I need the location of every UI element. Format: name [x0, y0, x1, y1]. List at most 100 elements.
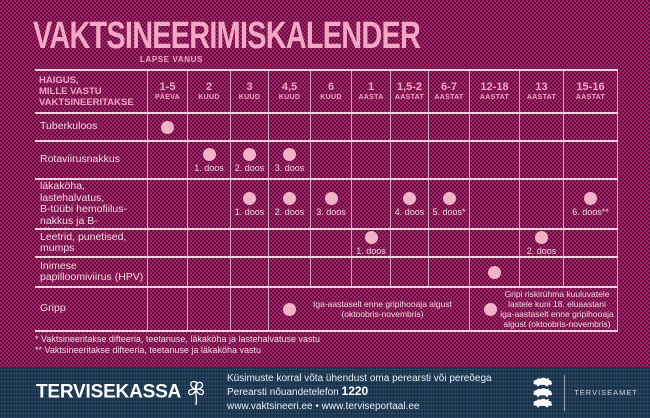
footer-links: www.vaktsineeri.ee • www.terviseportaal.…: [227, 400, 420, 412]
empty-cell: [148, 180, 188, 228]
empty-cell: [391, 114, 429, 140]
dose-cell: 5. doos*: [429, 180, 470, 228]
age-number: 13: [535, 81, 548, 93]
age-number: 2: [205, 81, 213, 93]
flu-note-text: Iga-aastaselt enne gripihooaja algust (o…: [313, 299, 452, 319]
dose-dot: [488, 265, 501, 279]
contact-line-1: Küsimuste korral võta ühendust oma perea…: [227, 372, 492, 384]
empty-cell: [231, 288, 269, 330]
table-row: Rotaviirusnakkus 1. doos 2. doos 3. doos: [35, 142, 618, 180]
empty-cell: [470, 180, 520, 228]
age-unit: AASTAT: [394, 94, 425, 101]
empty-cell: [188, 288, 231, 330]
dose-cell: 1. doos: [352, 230, 391, 256]
empty-cell: [148, 230, 188, 256]
dose-dot: [484, 302, 497, 316]
age-unit: AASTAT: [575, 94, 606, 101]
age-unit: AASTAT: [434, 94, 464, 101]
dose-dot: [202, 147, 216, 161]
empty-cell: [470, 114, 520, 140]
empty-cell: [231, 114, 269, 140]
dose-cell: 4. doos: [391, 180, 429, 228]
dose-label: 6. doos**: [572, 206, 609, 217]
age-unit: PÄEVA: [154, 94, 181, 101]
dose-dot: [403, 191, 416, 205]
vaccination-table: HAIGUS, MILLE VASTU VAKTSINEERITAKSE 1-5 P…: [35, 69, 618, 332]
empty-cell: [470, 142, 520, 178]
age-column-header: 15-16 AASTAT: [564, 71, 618, 112]
age-column-header: 12-18 AASTAT: [470, 71, 520, 112]
empty-cell: [188, 230, 231, 256]
disease-row-label: Inimese papilloomiviirus (HPV): [35, 258, 148, 286]
poster-title: VAKTSINEERIMISKALENDER: [33, 15, 421, 57]
age-column-header: 6 KUUD: [311, 71, 352, 112]
disease-row-label: Difteeria, teetanus, läkaköha, lastehalv…: [35, 180, 148, 228]
flu-note-cell: Gripi riskirühma kuuluvatele lastele kun…: [470, 288, 618, 330]
disease-row-label: Tuberkuloos: [35, 114, 148, 140]
empty-cell: [391, 142, 429, 178]
table-row: Leetrid, punetised, mumps 1. doos 2. doos: [35, 230, 618, 258]
empty-cell: [520, 114, 564, 140]
empty-cell: [564, 114, 618, 140]
empty-cell: [231, 230, 269, 256]
dose-cell: 1. doos: [188, 142, 231, 178]
age-unit: KUUD: [278, 94, 301, 101]
dose-label: 1. doos: [234, 206, 265, 217]
age-unit: KUUD: [320, 94, 342, 101]
dose-cell: [470, 258, 520, 286]
empty-cell: [148, 258, 188, 286]
dose-label: 4. doos: [394, 206, 425, 217]
age-number: 4,5: [281, 81, 298, 93]
footnote: * Vaktsineeritakse difteeria, teetanuse,…: [35, 334, 321, 344]
empty-cell: [520, 180, 564, 228]
empty-cell: [311, 114, 352, 140]
age-axis-label: LAPSE VANUS: [140, 55, 203, 64]
empty-cell: [188, 114, 231, 140]
age-column-header: 1,5-2 AASTAT: [391, 71, 429, 112]
dose-cell: 2. doos: [269, 180, 311, 228]
dose-dot: [364, 230, 378, 244]
age-number: 6: [327, 81, 335, 93]
age-number: 3: [246, 81, 253, 93]
dose-dot: [283, 147, 296, 161]
empty-cell: [391, 258, 429, 286]
dose-dot: [535, 230, 548, 244]
advice-phone-number: 1220: [341, 383, 369, 398]
empty-cell: [231, 258, 269, 286]
dose-label: 3. doos: [274, 162, 305, 173]
dose-cell: 2. doos: [231, 142, 269, 178]
empty-cell: [429, 114, 470, 140]
empty-cell: [148, 142, 188, 178]
dose-cell: 1. doos: [231, 180, 269, 228]
empty-cell: [352, 114, 391, 140]
empty-cell: [564, 258, 618, 286]
empty-cell: [188, 180, 231, 228]
empty-cell: [148, 288, 188, 330]
age-column-header: 1-5 PÄEVA: [148, 71, 188, 112]
empty-cell: [269, 230, 311, 256]
age-column-header: 13 AASTAT: [520, 71, 564, 112]
empty-cell: [352, 180, 391, 228]
age-column-header: 3 KUUD: [231, 71, 269, 112]
footnote: ** Vaktsineeritakse difteeria, teetanuse…: [35, 345, 261, 355]
empty-cell: [188, 258, 231, 286]
empty-cell: [429, 258, 470, 286]
table-row: Difteeria, teetanus, läkaköha, lastehalv…: [35, 180, 618, 230]
flu-note-text: Gripi riskirühma kuuluvatele lastele kun…: [500, 289, 614, 329]
contact-line-2: Perearsti nõuandetelefon 1220: [227, 385, 492, 399]
dose-label: 1. doos: [194, 162, 224, 173]
dose-cell: 3. doos: [269, 142, 311, 178]
empty-cell: [311, 230, 352, 256]
table-row: Tuberkuloos: [35, 114, 618, 142]
empty-cell: [520, 258, 564, 286]
age-number: 1,5-2: [396, 81, 423, 93]
age-number: 15-16: [576, 81, 605, 93]
empty-cell: [564, 230, 618, 256]
footer-contact-block: Küsimuste korral võta ühendust oma perea…: [227, 373, 492, 413]
estonia-coat-of-arms-icon: [533, 377, 553, 408]
dose-label: 3. doos: [316, 206, 346, 217]
dose-label: 2. doos: [526, 245, 557, 256]
empty-cell: [520, 142, 564, 178]
dose-label: 5. doos*: [432, 206, 466, 217]
